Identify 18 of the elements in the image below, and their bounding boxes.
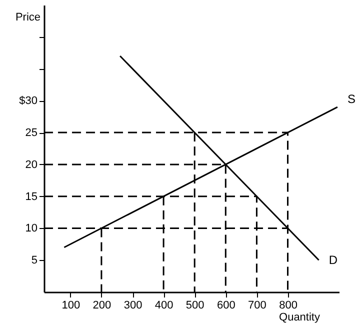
y-tick-label: 15 xyxy=(25,190,38,203)
y-tick-label: 5 xyxy=(31,254,38,267)
x-tick-label: 100 xyxy=(62,300,80,312)
y-axis-title: Price xyxy=(15,12,40,24)
series-label: S xyxy=(347,92,356,106)
y-tick-label: $30 xyxy=(19,95,38,108)
x-tick-label: 700 xyxy=(248,300,266,312)
y-tick-label: 20 xyxy=(25,158,38,171)
x-tick-label: 400 xyxy=(154,300,174,312)
x-tick-label: 200 xyxy=(92,300,112,312)
y-tick-label: 10 xyxy=(25,222,38,235)
x-axis-title: Quantity xyxy=(279,312,320,324)
x-tick-label: 800 xyxy=(279,300,298,312)
y-tick-label: 25 xyxy=(25,127,38,140)
x-tick-label: 300 xyxy=(124,300,142,312)
x-tick-label: 600 xyxy=(216,300,236,312)
x-tick-label: 500 xyxy=(186,300,204,312)
series-label: D xyxy=(328,253,338,268)
